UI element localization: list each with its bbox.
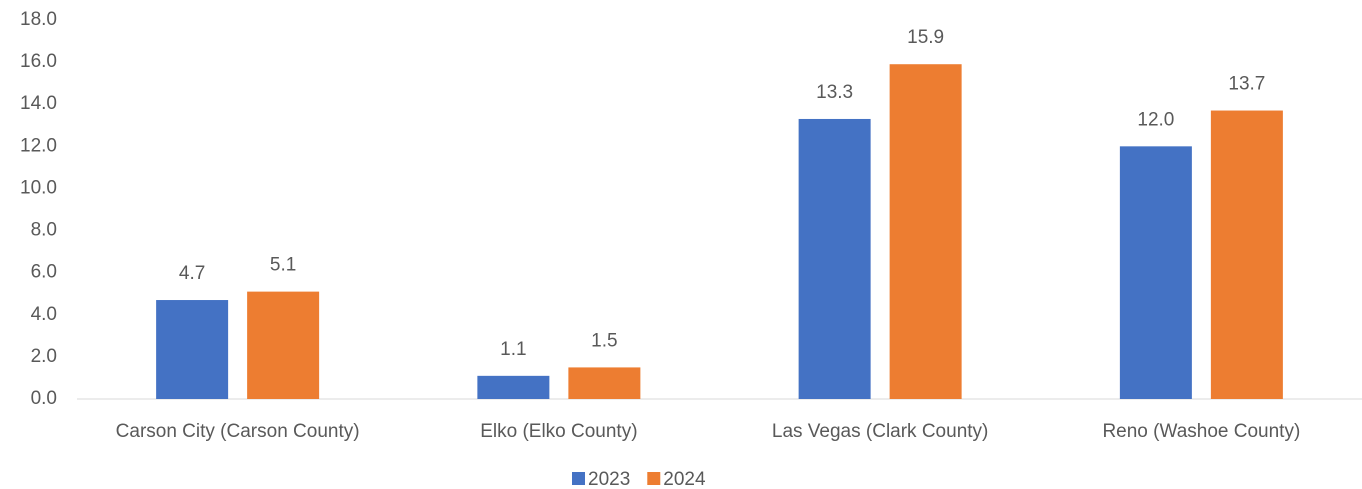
- y-tick-label: 2.0: [31, 346, 57, 367]
- bar: [568, 367, 641, 399]
- y-tick-label: 4.0: [31, 304, 57, 325]
- legend-swatch: [647, 472, 661, 485]
- data-label: 5.1: [270, 255, 296, 276]
- y-tick-label: 16.0: [20, 51, 57, 72]
- data-label: 4.7: [179, 263, 205, 284]
- bar: [156, 300, 229, 399]
- bar: [477, 375, 550, 399]
- x-tick-label: Carson City (Carson County): [116, 421, 360, 442]
- y-tick-label: 8.0: [31, 220, 57, 241]
- bar: [798, 118, 871, 399]
- bar: [1210, 110, 1283, 400]
- data-label: 13.7: [1228, 74, 1265, 95]
- data-label: 15.9: [907, 27, 944, 48]
- bar: [1119, 146, 1192, 399]
- legend-label: 2024: [663, 469, 706, 489]
- data-label: 1.5: [591, 330, 617, 351]
- x-tick-label: Las Vegas (Clark County): [772, 421, 989, 442]
- y-tick-label: 18.0: [20, 9, 57, 30]
- y-tick-label: 6.0: [31, 262, 57, 283]
- x-tick-label: Elko (Elko County): [480, 421, 637, 442]
- legend-label: 2023: [588, 469, 630, 489]
- y-tick-label: 0.0: [31, 388, 57, 409]
- data-label: 1.1: [500, 339, 526, 360]
- y-tick-label: 10.0: [20, 177, 57, 198]
- data-label: 12.0: [1137, 109, 1174, 130]
- bar: [247, 291, 320, 399]
- bar: [889, 64, 962, 399]
- y-tick-label: 14.0: [20, 93, 57, 114]
- y-tick-label: 12.0: [20, 135, 57, 156]
- x-tick-label: Reno (Washoe County): [1102, 421, 1300, 442]
- legend-swatch: [572, 472, 585, 485]
- data-label: 13.3: [816, 82, 853, 103]
